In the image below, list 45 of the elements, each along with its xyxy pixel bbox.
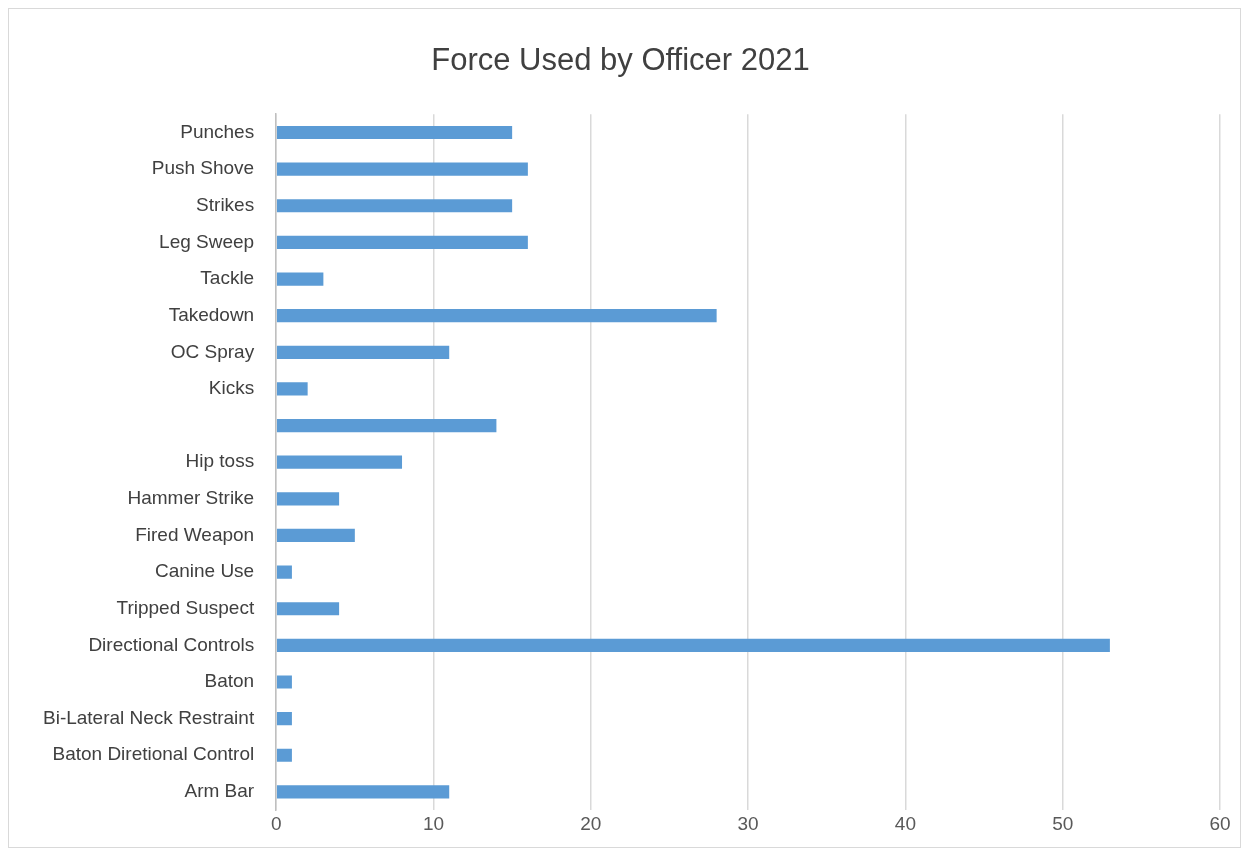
y-tick-label: Leg Sweep xyxy=(159,230,255,252)
y-tick-label: Hip toss xyxy=(185,450,255,472)
bar xyxy=(276,602,340,616)
bar xyxy=(276,785,450,799)
chart-title: Force Used by Officer 2021 xyxy=(431,42,810,78)
y-tick-label: Kicks xyxy=(208,377,255,399)
bar xyxy=(276,345,450,359)
x-tick-label: 60 xyxy=(1209,812,1231,834)
y-tick-label: Arm Bar xyxy=(184,780,255,802)
x-tick-label: 30 xyxy=(737,812,759,834)
bar xyxy=(276,675,292,689)
x-tick-label: 10 xyxy=(422,812,445,834)
y-tick-label: Tripped Suspect xyxy=(116,596,255,618)
bar xyxy=(276,418,497,433)
bar xyxy=(276,162,528,176)
y-tick-label: Baton xyxy=(204,670,255,692)
y-tick-label: Fired Weapon xyxy=(135,523,255,545)
y-tick-label: Baton Diretional Control xyxy=(52,743,255,765)
y-tick-label: Hammer Strike xyxy=(127,487,255,509)
y-tick-label: Canine Use xyxy=(154,560,255,582)
bar xyxy=(276,565,292,579)
bar xyxy=(276,492,340,506)
bar xyxy=(276,528,355,543)
y-tick-label: Directional Controls xyxy=(88,633,255,655)
y-tick-label: Takedown xyxy=(168,303,255,325)
bar xyxy=(276,748,292,762)
bar xyxy=(276,382,308,396)
bar xyxy=(276,712,292,726)
x-tick-label: 50 xyxy=(1052,812,1074,834)
bar xyxy=(276,199,513,213)
y-tick-label: OC Spray xyxy=(170,340,255,362)
bar xyxy=(276,235,528,249)
y-tick-label: Bi-Lateral Neck Restraint xyxy=(42,706,255,728)
y-tick-label: Tackle xyxy=(200,267,255,289)
y-tick-label: Strikes xyxy=(196,194,255,216)
y-tick-label: Push Shove xyxy=(151,157,255,179)
x-tick-label: 20 xyxy=(580,812,602,834)
bar xyxy=(276,125,513,140)
x-tick-label: 0 xyxy=(270,812,282,834)
x-tick-label: 40 xyxy=(894,812,916,834)
bar xyxy=(276,272,324,286)
bar xyxy=(276,638,1110,652)
y-tick-label: Punches xyxy=(180,120,255,142)
bar xyxy=(276,455,403,469)
bar xyxy=(276,309,717,323)
